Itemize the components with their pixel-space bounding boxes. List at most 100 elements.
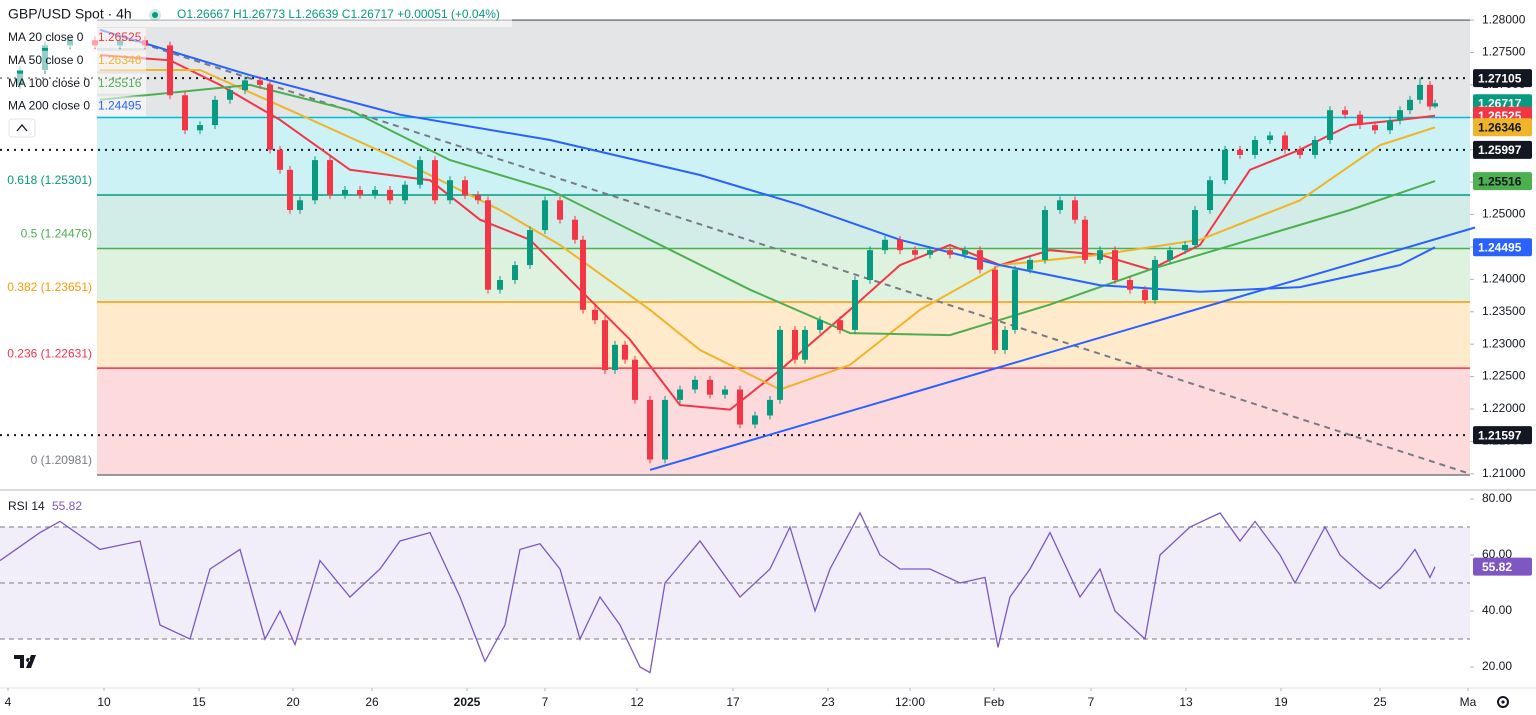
- x-tick-label: 23: [821, 695, 835, 709]
- candle-body: [1097, 250, 1103, 260]
- x-tick-label: 15: [192, 695, 206, 709]
- candle-body: [432, 160, 438, 201]
- candle-body: [212, 99, 218, 126]
- fib-band: [97, 368, 1470, 476]
- candle-body: [1432, 103, 1438, 107]
- candle-body: [512, 265, 518, 280]
- legend-row-backdrop: [0, 50, 146, 71]
- candle-body: [447, 180, 453, 201]
- candle-body: [242, 80, 248, 91]
- legend-value: 1.26346: [98, 53, 142, 67]
- price-label: 1.24495: [1478, 240, 1522, 254]
- candle-body: [817, 320, 823, 330]
- logo: [14, 655, 36, 668]
- y-tick-label: 40.00: [1482, 603, 1512, 617]
- settings-gear[interactable]: [1497, 696, 1509, 708]
- candle-body: [977, 250, 983, 270]
- candle-body: [1072, 200, 1078, 220]
- candle-body: [580, 239, 586, 310]
- fib-label: 0.618 (1.25301): [7, 173, 92, 187]
- y-tick-label: 80.00: [1482, 491, 1512, 505]
- candle-body: [1142, 289, 1148, 301]
- x-tick-label: 2025: [454, 695, 481, 709]
- legend-row-backdrop: [0, 28, 146, 48]
- candle-body: [1387, 120, 1393, 131]
- legend-value: 1.24495: [98, 99, 142, 113]
- price-label-box: [1473, 69, 1532, 88]
- candle-body: [1222, 149, 1228, 181]
- legend-name: MA 100 close 0: [8, 76, 90, 90]
- candle-body: [947, 250, 953, 255]
- candle-body: [1152, 259, 1158, 301]
- rsi-line: [0, 511, 1436, 674]
- x-tick-label: 13: [1179, 695, 1193, 709]
- candle-body: [647, 399, 653, 460]
- candle-body: [722, 389, 728, 395]
- fib-band: [97, 195, 1470, 249]
- candle-body: [572, 219, 578, 240]
- candle-body: [707, 379, 713, 395]
- candle-body: [417, 160, 423, 185]
- legend-backdrop: [0, 0, 512, 27]
- candle-body: [167, 45, 173, 96]
- legend: GBP/USD Spot · 4h O1.26667 H1.26773 L1.26…: [0, 0, 512, 117]
- candle-body: [1082, 219, 1088, 260]
- candle-body: [312, 160, 318, 201]
- candle-body: [1027, 259, 1033, 270]
- candle-body: [792, 329, 798, 360]
- rsi-title: RSI 14: [8, 499, 45, 513]
- candle-body: [267, 84, 273, 150]
- candle-body: [632, 359, 638, 400]
- x-tick-label: 10: [97, 695, 111, 709]
- candle-body: [542, 200, 548, 231]
- x-tick-label: 12: [630, 695, 644, 709]
- candle-body: [737, 389, 743, 425]
- candle-body: [1397, 110, 1403, 121]
- candle-body: [1192, 210, 1198, 245]
- y-tick-label: 1.25000: [1482, 207, 1526, 221]
- candle-body: [867, 250, 873, 280]
- legend-row-backdrop: [0, 96, 146, 117]
- price-label: 1.25516: [1478, 174, 1522, 188]
- collapse-button[interactable]: [8, 118, 36, 138]
- moving-average: [99, 54, 1436, 411]
- fib-band: [97, 20, 1470, 118]
- candle-body: [767, 399, 773, 416]
- trendline: [649, 226, 1476, 471]
- candle-body: [1267, 135, 1273, 140]
- price-label: 1.21597: [1478, 428, 1522, 442]
- candle-body: [1372, 125, 1378, 131]
- candle-body: [1327, 110, 1333, 140]
- candle-body: [475, 195, 481, 201]
- candle-body: [342, 189, 348, 196]
- candle-body: [557, 200, 563, 220]
- trendline: [99, 28, 1471, 475]
- candle-body: [592, 309, 598, 321]
- collapse-icon: [16, 123, 28, 132]
- candle-body: [257, 80, 263, 85]
- fib-label: 0 (1.20981): [31, 453, 92, 467]
- rsi-legend-value: 55.82: [52, 499, 82, 513]
- candle-body: [387, 189, 393, 201]
- y-tick-label: 1.22500: [1482, 369, 1526, 383]
- candle-body: [327, 160, 333, 196]
- candle-body: [1407, 99, 1413, 111]
- candle-body: [402, 184, 408, 201]
- x-tick-label: Feb: [984, 695, 1005, 709]
- legend-row-backdrop: [0, 73, 146, 94]
- candle-body: [897, 239, 903, 251]
- price-label-box: [1473, 172, 1532, 191]
- legend-value: 1.25516: [98, 76, 142, 90]
- x-tick-label: 20: [286, 695, 300, 709]
- candle-body: [1127, 280, 1133, 290]
- y-tick-label: 1.23500: [1482, 304, 1526, 318]
- candle-body: [1342, 110, 1348, 115]
- candle-body: [527, 230, 533, 266]
- y-tick-label: 1.24000: [1482, 272, 1526, 286]
- x-tick-label: 25: [1373, 695, 1387, 709]
- x-tick-label: 12:00: [895, 695, 925, 709]
- candle-body: [1002, 329, 1008, 350]
- candle-body: [1357, 114, 1363, 126]
